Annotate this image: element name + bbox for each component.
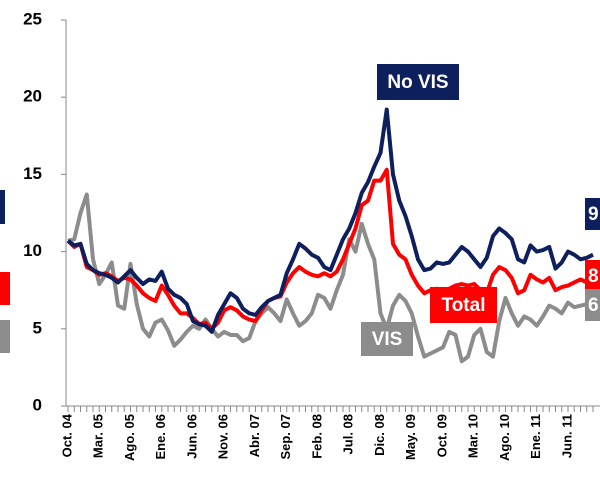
x-tick-label: Abr. 07 (247, 414, 262, 457)
annotation: 8 (588, 266, 599, 287)
line-series (66, 107, 594, 334)
annotation: VIS (372, 329, 403, 350)
annotation: 9 (588, 204, 599, 225)
annotation-box (585, 260, 600, 292)
x-tick-label: Feb. 08 (309, 414, 324, 459)
line-series (67, 192, 594, 364)
annotation-box (377, 64, 459, 100)
x-tick-label: Mar. 10 (466, 414, 481, 458)
annotation: 6 (588, 295, 599, 316)
annotation: Total (442, 295, 486, 316)
x-tick-label: Jun. 11 (559, 414, 574, 458)
edge-box (0, 190, 5, 224)
x-tick-label: Jul. 08 (341, 414, 356, 454)
x-tick-label: May. 09 (403, 414, 418, 460)
x-tick-label: Nov. 06 (216, 414, 231, 459)
annotation-box (361, 322, 413, 356)
y-tick-label: 0 (33, 395, 42, 414)
x-tick-label: Ago. 10 (497, 414, 512, 461)
x-tick-label: Oct. 09 (434, 414, 449, 457)
annotation-box (585, 198, 600, 230)
x-tick-label: Mar. 05 (91, 414, 106, 458)
x-tick-label: Dic. 08 (372, 414, 387, 456)
edge-box (0, 320, 10, 353)
y-tick-label: 25 (23, 9, 42, 28)
x-tick-label: Oct. 04 (59, 413, 74, 457)
x-tick-label: Ago. 05 (122, 414, 137, 461)
y-tick-label: 20 (23, 87, 42, 106)
line-series (66, 167, 595, 331)
annotation-box (585, 289, 600, 321)
annotation: No VIS (387, 72, 448, 93)
x-tick-label: Ene. 11 (528, 414, 543, 459)
x-tick-label: Sep. 07 (278, 414, 293, 460)
y-tick-label: 10 (23, 241, 42, 260)
y-tick-label: 5 (33, 318, 42, 337)
x-tick-label: Jun. 06 (184, 414, 199, 459)
annotation-box (430, 287, 497, 323)
edge-box (0, 272, 10, 305)
x-tick-label: Ene. 06 (153, 414, 168, 460)
y-tick-label: 15 (23, 164, 42, 183)
